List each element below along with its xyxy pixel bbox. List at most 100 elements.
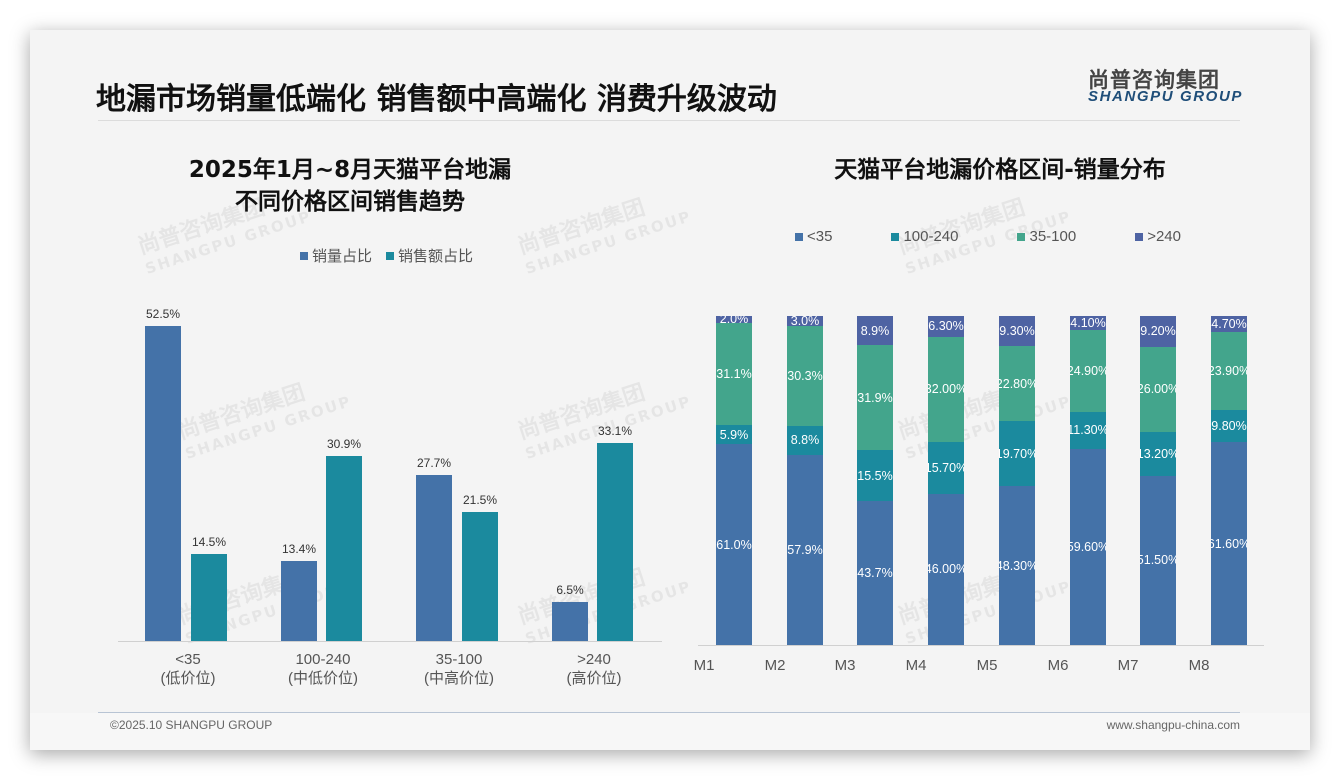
- page-title: 地漏市场销量低端化 销售额中高端化 消费升级波动: [96, 82, 777, 117]
- segment-label: 23.90%: [1211, 363, 1247, 378]
- segment-label: 9.20%: [1140, 324, 1176, 339]
- x-tick-label: M1: [693, 657, 715, 674]
- segment-label: 8.8%: [790, 433, 820, 447]
- stacked-bar-m3: 43.7% 15.5% 31.9% 8.9%: [857, 316, 893, 645]
- segment-lt35: 43.7%: [857, 501, 893, 645]
- bar-volume: [145, 326, 181, 641]
- segment-gt240: 4.70%: [1211, 316, 1247, 332]
- segment-label: 61.0%: [716, 537, 752, 552]
- segment-lt35: 59.60%: [1070, 448, 1106, 645]
- stacked-bar-m1: 61.0% 5.9% 31.1% 2.0%: [716, 316, 752, 645]
- segment-100-240: 5.9%: [716, 424, 752, 445]
- bar-volume: [281, 561, 317, 641]
- left-chart-title-line2: 不同价格区间销售趋势: [235, 189, 465, 215]
- tier-label: (低价位): [160, 670, 216, 687]
- bar-label: 52.5%: [145, 307, 181, 321]
- x-tick-label: M8: [1188, 657, 1210, 674]
- bar-volume: [552, 602, 588, 641]
- footer-website: www.shangpu-china.com: [1106, 718, 1240, 732]
- bar-label: 13.4%: [281, 542, 317, 556]
- legend-swatch: [795, 232, 803, 241]
- segment-100-240: 13.20%: [1140, 432, 1176, 476]
- x-tick-label: M5: [976, 657, 998, 674]
- legend-item-gt240: >240: [1135, 228, 1181, 245]
- stacked-bar-m2: 57.9% 8.8% 30.3% 3.0%: [787, 316, 823, 645]
- x-tick-label: >240 (高价位): [534, 650, 654, 688]
- segment-35-100: 22.80%: [999, 346, 1035, 422]
- x-tick-label: <35 (低价位): [128, 650, 248, 688]
- segment-label: 46.00%: [928, 562, 964, 577]
- segment-100-240: 11.30%: [1070, 411, 1106, 449]
- logo-en: SHANGPU GROUP: [1088, 88, 1243, 105]
- stacked-bar-m4: 46.00% 15.70% 32.00% 6.30%: [928, 316, 964, 645]
- legend-swatch: [891, 232, 900, 241]
- segment-label: 26.00%: [1140, 382, 1176, 397]
- segment-label: 15.5%: [857, 468, 893, 483]
- bar-label: 27.7%: [416, 456, 452, 470]
- segment-label: 31.1%: [716, 366, 752, 381]
- right-chart-plot: 61.0% 5.9% 31.1% 2.0% 57.9% 8.8% 30.3% 3…: [698, 316, 1264, 646]
- bar-label: 14.5%: [191, 535, 227, 549]
- range-label: <35: [175, 651, 201, 668]
- x-tick-label: M6: [1047, 657, 1069, 674]
- x-tick-label: 35-100 (中高价位): [399, 650, 519, 688]
- segment-gt240: 9.30%: [999, 316, 1035, 347]
- segment-35-100: 31.9%: [857, 345, 893, 451]
- legend-item-volume: 销量占比: [300, 245, 372, 266]
- tier-label: (高价位): [566, 670, 622, 687]
- range-label: >240: [577, 651, 611, 668]
- bar-value: [326, 456, 362, 641]
- legend-label: 销量占比: [312, 248, 373, 265]
- legend-swatch: [1017, 232, 1026, 241]
- segment-gt240: 2.0%: [716, 316, 752, 323]
- segment-lt35: 48.30%: [999, 486, 1035, 645]
- stacked-bar-m5: 48.30% 19.70% 22.80% 9.30%: [999, 316, 1035, 645]
- x-tick-label: 100-240 (中低价位): [263, 650, 383, 688]
- legend-swatch: [300, 251, 308, 260]
- segment-label: 9.30%: [999, 324, 1035, 339]
- x-tick-label: M3: [834, 657, 856, 674]
- segment-lt35: 51.50%: [1140, 475, 1176, 645]
- segment-label: 22.80%: [999, 376, 1035, 391]
- segment-label: 9.80%: [1211, 419, 1247, 434]
- segment-label: 4.10%: [1070, 316, 1106, 330]
- segment-label: 2.0%: [720, 316, 749, 323]
- footer-divider: [98, 712, 1240, 713]
- legend-label: >240: [1147, 228, 1181, 245]
- segment-gt240: 4.10%: [1070, 316, 1106, 330]
- legend-item-value: 销售额占比: [386, 245, 473, 266]
- x-tick-label: M7: [1117, 657, 1139, 674]
- segment-lt35: 61.60%: [1211, 442, 1247, 645]
- left-chart-plot: 52.5% 14.5% 13.4% 30.9% 27.7% 21.5% 6.5%…: [118, 300, 662, 642]
- bar-label: 33.1%: [597, 424, 633, 438]
- legend-label: 销售额占比: [398, 248, 474, 265]
- segment-label: 43.7%: [857, 566, 893, 581]
- segment-gt240: 3.0%: [787, 316, 823, 326]
- segment-label: 51.50%: [1140, 553, 1176, 568]
- range-label: 35-100: [435, 651, 483, 668]
- segment-label: 3.0%: [790, 316, 820, 326]
- x-tick-label: M2: [764, 657, 786, 674]
- segment-100-240: 19.70%: [999, 421, 1035, 487]
- segment-label: 61.60%: [1211, 536, 1247, 551]
- segment-label: 57.9%: [787, 542, 823, 557]
- segment-gt240: 8.9%: [857, 316, 893, 346]
- x-tick-label: M4: [905, 657, 927, 674]
- left-chart-title: 2025年1月~8月天猫平台地漏 不同价格区间销售趋势: [150, 154, 550, 218]
- segment-gt240: 9.20%: [1140, 316, 1176, 347]
- segment-label: 59.60%: [1070, 539, 1106, 554]
- tier-label: (中低价位): [288, 670, 358, 687]
- legend-item-35-100: 35-100: [1017, 228, 1076, 245]
- segment-100-240: 8.8%: [787, 425, 823, 455]
- x-axis: [118, 641, 662, 642]
- segment-label: 31.9%: [857, 390, 893, 405]
- stacked-bar-m6: 59.60% 11.30% 24.90% 4.10%: [1070, 316, 1106, 645]
- segment-label: 19.70%: [999, 446, 1035, 461]
- logo-cn: 尚普咨询集团: [1088, 68, 1220, 92]
- segment-label: 32.00%: [928, 382, 964, 397]
- left-chart-title-line1: 2025年1月~8月天猫平台地漏: [188, 157, 512, 183]
- segment-label: 6.30%: [928, 319, 964, 334]
- right-chart-legend: <35 100-240 35-100 >240: [795, 228, 1195, 245]
- bar-volume: [416, 475, 452, 641]
- segment-35-100: 32.00%: [928, 336, 964, 442]
